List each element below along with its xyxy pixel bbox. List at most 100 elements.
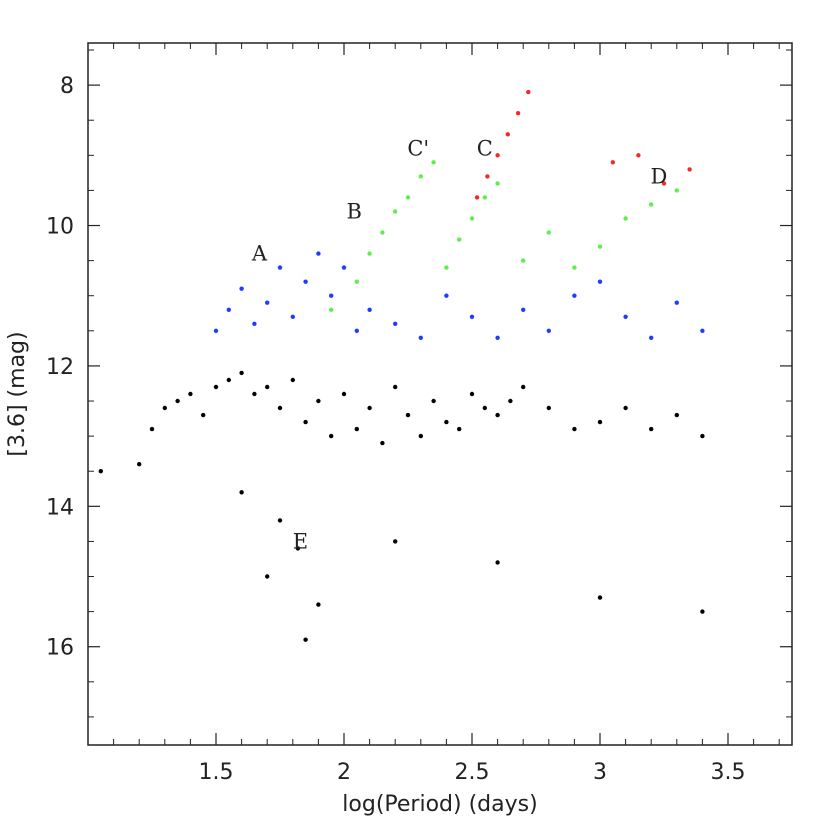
x-tick-label: 1.5 — [199, 760, 234, 785]
data-point — [367, 251, 372, 256]
data-point — [444, 419, 449, 425]
data-points — [98, 89, 705, 642]
data-point — [393, 209, 398, 214]
data-point — [175, 398, 180, 404]
y-tick-label: 12 — [46, 355, 74, 380]
data-point — [597, 279, 603, 284]
sequence-label: D — [650, 164, 667, 188]
data-point — [674, 300, 679, 305]
data-point — [597, 419, 603, 425]
data-point — [252, 391, 257, 397]
data-point — [277, 518, 283, 523]
data-point — [329, 307, 334, 312]
data-point — [508, 398, 513, 404]
data-point — [700, 433, 705, 439]
data-point — [405, 195, 411, 200]
sequence-labels: A B C' C D E — [251, 136, 667, 553]
data-point — [277, 405, 283, 411]
data-point — [393, 539, 398, 544]
data-point — [649, 335, 654, 340]
data-point — [295, 546, 301, 551]
x-axis-label: log(Period) (days) — [342, 792, 537, 817]
data-point — [418, 433, 423, 439]
axis-ticks: 1.5 2 2.5 3 3.5 8 10 12 14 16 — [46, 43, 792, 785]
data-point — [431, 398, 436, 404]
x-tick-label: 2.5 — [455, 760, 490, 785]
data-point — [329, 293, 334, 298]
data-point — [597, 595, 603, 600]
data-point — [572, 426, 577, 432]
y-tick-label: 16 — [46, 636, 74, 661]
data-point — [98, 469, 104, 474]
data-point — [137, 462, 142, 467]
data-point — [572, 293, 577, 298]
data-point — [495, 335, 500, 340]
data-point — [393, 321, 398, 326]
data-point — [661, 181, 667, 186]
y-tick-label: 14 — [46, 495, 74, 520]
data-point — [316, 602, 321, 607]
data-point — [329, 433, 334, 439]
data-point — [265, 384, 270, 390]
data-point — [265, 574, 270, 579]
data-point — [610, 160, 615, 165]
data-point — [521, 307, 526, 312]
data-point — [380, 230, 385, 235]
data-point — [674, 412, 679, 418]
data-point — [469, 391, 475, 397]
data-point — [354, 328, 359, 333]
data-point — [213, 384, 219, 390]
data-point — [316, 251, 321, 256]
data-point — [188, 391, 193, 397]
data-point — [457, 237, 462, 242]
data-point — [495, 412, 500, 418]
data-point — [482, 195, 487, 200]
data-point — [521, 384, 526, 390]
data-point — [515, 111, 521, 116]
data-point — [239, 286, 244, 291]
sequence-label: C' — [407, 136, 429, 160]
data-point — [239, 370, 244, 376]
data-point — [505, 132, 510, 137]
data-point — [495, 181, 500, 186]
data-point — [623, 314, 628, 319]
data-point — [546, 230, 551, 235]
data-point — [239, 490, 244, 495]
sequence-label: E — [293, 529, 308, 553]
data-point — [341, 391, 347, 397]
data-point — [469, 216, 475, 221]
data-point — [546, 405, 551, 411]
x-tick-label: 3.5 — [711, 760, 746, 785]
data-point — [393, 384, 398, 390]
data-point — [226, 377, 231, 383]
x-tick-label: 2 — [337, 760, 351, 785]
data-point — [226, 307, 231, 312]
data-point — [162, 405, 167, 411]
data-point — [367, 307, 372, 312]
data-point — [354, 426, 359, 432]
data-point — [495, 560, 500, 565]
data-point — [674, 188, 679, 193]
data-point — [700, 609, 705, 614]
data-point — [149, 426, 155, 432]
series-green — [329, 160, 679, 312]
data-point — [623, 216, 628, 221]
data-point — [316, 398, 321, 404]
y-tick-label: 8 — [60, 74, 74, 99]
data-point — [277, 265, 283, 270]
data-point — [290, 314, 295, 319]
x-tick-label: 3 — [593, 760, 607, 785]
data-point — [354, 279, 359, 284]
data-point — [201, 412, 206, 418]
data-point — [649, 426, 654, 432]
data-point — [418, 335, 423, 340]
data-point — [700, 328, 705, 333]
y-axis-label: [3.6] (mag) — [5, 331, 30, 456]
data-point — [252, 321, 257, 326]
y-tick-label: 10 — [46, 215, 74, 240]
data-point — [303, 637, 308, 642]
data-point — [482, 405, 487, 411]
data-point — [469, 314, 475, 319]
